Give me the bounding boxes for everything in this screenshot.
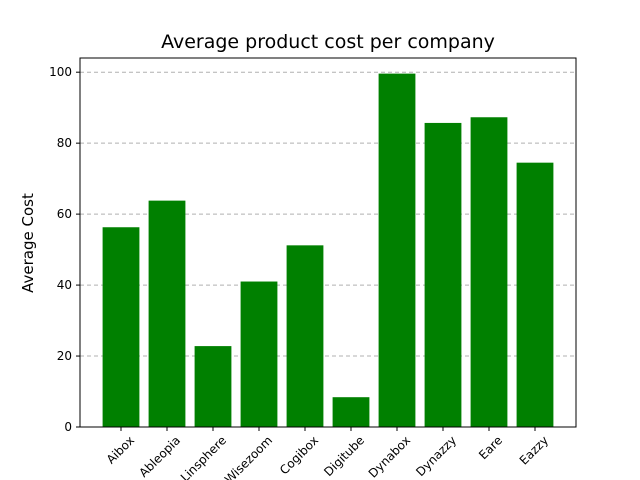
y-tick-label: 80 [57,136,72,150]
x-tick-label: Dynabox [366,433,413,480]
x-tick-label: Linsphere [178,433,229,480]
x-tick-label: Eazzy [517,433,551,467]
y-tick-label: 100 [49,65,72,79]
bar [286,245,324,427]
x-tick-label: Eare [476,433,505,462]
y-tick-label: 40 [57,278,72,292]
y-axis-label: Average Cost [19,193,37,293]
bar [194,346,232,427]
x-tick-label: Aibox [104,433,137,466]
bar [424,122,462,427]
bars [102,73,554,428]
y-tick-label: 60 [57,207,72,221]
x-tick-label: Ableopia [136,433,183,480]
bar [332,397,370,427]
x-tick-label: Dynazzy [413,433,459,479]
bar [378,73,416,427]
bar [240,281,278,427]
y-tick-label: 0 [64,420,72,434]
y-tick-label: 20 [57,349,72,363]
x-tick-label: Wisezoom [222,433,275,480]
bar [470,117,508,428]
bar [148,200,186,427]
bar [516,162,554,427]
chart-title: Average product cost per company [161,31,495,53]
plot-frame [79,57,577,428]
bar [102,227,140,427]
x-tick-label: Cogibox [277,433,321,477]
x-tick-label: Digitube [321,433,367,479]
y-axis-ticks: 0 20 40 60 80 100 [49,65,80,434]
